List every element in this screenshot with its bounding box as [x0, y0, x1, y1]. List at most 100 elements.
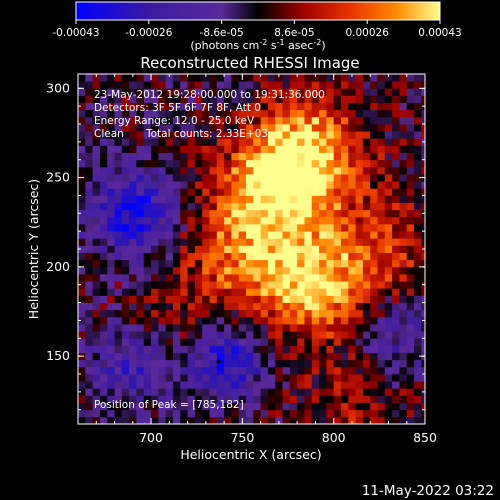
heatmap-cell: [78, 266, 86, 275]
heatmap-cell: [78, 245, 86, 253]
heatmap-cell: [355, 416, 364, 424]
heatmap-cell: [224, 324, 232, 332]
heatmap-cell: [78, 388, 86, 396]
heatmap-cell: [238, 316, 247, 325]
heatmap-cell: [78, 374, 86, 382]
heatmap-cell: [187, 352, 196, 361]
heatmap-cell: [99, 374, 108, 382]
heatmap-cell: [421, 202, 425, 211]
heatmap-cell: [399, 331, 408, 339]
heatmap-cell: [384, 138, 393, 146]
heatmap-cell: [187, 174, 196, 182]
heatmap-cell: [392, 216, 400, 225]
heatmap-cell: [216, 152, 225, 161]
heatmap-cell: [107, 252, 115, 261]
heatmap-cell: [289, 245, 298, 253]
heatmap-cell: [151, 216, 159, 225]
heatmap-cell: [151, 95, 159, 103]
heatmap-cell: [85, 209, 94, 218]
heatmap-cell: [136, 209, 145, 218]
heatmap-cell: [92, 145, 101, 153]
heatmap-cell: [224, 416, 232, 424]
heatmap-cell: [340, 274, 349, 282]
heatmap-cell: [216, 209, 225, 218]
heatmap-cell: [209, 88, 218, 96]
heatmap-cell: [253, 209, 262, 218]
heatmap-cell: [333, 374, 342, 382]
heatmap-cell: [392, 238, 400, 246]
heatmap-cell: [187, 416, 196, 424]
heatmap-cell: [231, 388, 240, 396]
heatmap-cell: [289, 281, 298, 289]
heatmap-cell: [260, 316, 269, 325]
heatmap-cell: [114, 302, 123, 311]
heatmap-cell: [85, 81, 94, 89]
heatmap-cell: [158, 131, 167, 139]
heatmap-cell: [333, 152, 342, 161]
heatmap-cell: [362, 309, 371, 318]
heatmap-cell: [355, 138, 364, 146]
heatmap-cell: [143, 174, 152, 182]
heatmap-cell: [253, 302, 262, 311]
heatmap-cell: [114, 124, 123, 132]
heatmap-cell: [180, 252, 188, 261]
heatmap-cell: [92, 359, 101, 368]
heatmap-cell: [85, 302, 94, 311]
heatmap-cell: [107, 338, 115, 346]
heatmap-cell: [165, 395, 174, 403]
heatmap-cell: [362, 324, 371, 332]
heatmap-cell: [348, 245, 356, 253]
heatmap-cell: [384, 95, 393, 103]
heatmap-cell: [260, 231, 269, 239]
heatmap-cell: [406, 166, 415, 175]
heatmap-cell: [370, 138, 378, 146]
heatmap-cell: [136, 416, 145, 424]
heatmap-cell: [143, 152, 152, 161]
heatmap-cell: [297, 388, 305, 396]
heatmap-cell: [253, 174, 262, 182]
heatmap-cell: [202, 181, 210, 189]
heatmap-cell: [202, 374, 210, 382]
heatmap-cell: [246, 374, 254, 382]
heatmap-cell: [377, 109, 386, 118]
heatmap-cell: [377, 345, 386, 353]
heatmap-cell: [187, 302, 196, 311]
y-tick-label: 200: [46, 259, 70, 274]
heatmap-cell: [282, 252, 291, 261]
heatmap-cell: [414, 381, 422, 389]
heatmap-cell: [129, 302, 137, 311]
heatmap-cell: [384, 116, 393, 125]
heatmap-cell: [399, 181, 408, 189]
heatmap-cell: [406, 295, 415, 303]
heatmap-cell: [143, 381, 152, 389]
heatmap-cell: [202, 324, 210, 332]
heatmap-cell: [260, 95, 269, 103]
heatmap-cell: [253, 231, 262, 239]
heatmap-cell: [143, 74, 152, 82]
heatmap-cell: [275, 374, 283, 382]
heatmap-cell: [362, 409, 371, 418]
heatmap-cell: [297, 88, 305, 96]
heatmap-cell: [326, 74, 335, 82]
heatmap-cell: [260, 274, 269, 282]
heatmap-cell: [78, 288, 86, 296]
heatmap-cell: [421, 302, 425, 311]
heatmap-cell: [246, 202, 254, 211]
heatmap-cell: [267, 174, 276, 182]
heatmap-cell: [319, 224, 327, 232]
heatmap-cell: [85, 309, 94, 318]
heatmap-cell: [267, 131, 276, 139]
heatmap-cell: [421, 259, 425, 268]
heatmap-cell: [136, 324, 145, 332]
heatmap-cell: [158, 216, 167, 225]
heatmap-cell: [289, 181, 298, 189]
heatmap-cell: [172, 74, 181, 82]
heatmap-cell: [304, 395, 313, 403]
heatmap-cell: [99, 366, 108, 375]
heatmap-cell: [377, 166, 386, 175]
heatmap-cell: [384, 352, 393, 361]
heatmap-cell: [392, 416, 400, 424]
heatmap-cell: [370, 109, 378, 118]
heatmap-cell: [311, 159, 320, 168]
heatmap-cell: [187, 124, 196, 132]
